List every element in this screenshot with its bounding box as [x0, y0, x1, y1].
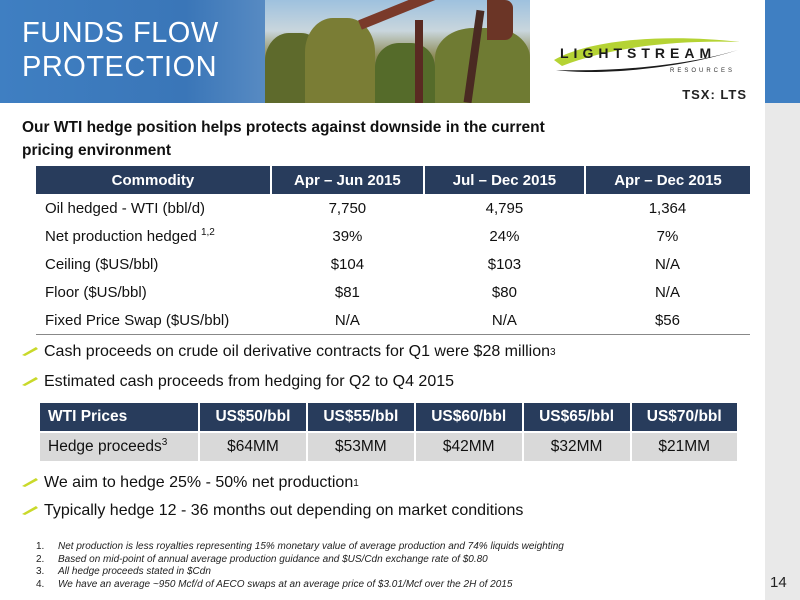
- row-label: Floor ($US/bbl): [36, 278, 271, 306]
- hedge-proceeds-table: WTI Prices US$50/bbl US$55/bbl US$60/bbl…: [40, 403, 737, 461]
- pencil-bullet-icon: [22, 474, 44, 492]
- subtitle: Our WTI hedge position helps protects ag…: [22, 119, 545, 159]
- table-cell: 4,795: [485, 199, 524, 217]
- table-row: Hedge proceeds3 $64MM $53MM $42MM $32MM …: [40, 431, 737, 461]
- oil-pump-photo: [265, 0, 530, 103]
- table-row: Floor ($US/bbl) $81 $80 N/A: [36, 278, 750, 306]
- title-panel: FUNDS FLOW PROTECTION: [0, 0, 265, 103]
- table-cell: $104: [330, 255, 365, 273]
- footnotes: 1. Net production is less royalties repre…: [36, 541, 564, 591]
- column-header: Apr – Jun 2015: [270, 166, 425, 194]
- table-cell: 7,750: [328, 199, 367, 217]
- table-cell: 1,364: [648, 199, 687, 217]
- table-cell: 39%: [332, 227, 363, 245]
- row-label: Net production hedged 1,2: [36, 222, 271, 250]
- footnote-ref: 1,2: [200, 227, 215, 238]
- footnote-ref: 1: [353, 477, 359, 489]
- bullet-item: Typically hedge 12 - 36 months out depen…: [22, 502, 523, 520]
- page-number: 14: [770, 574, 787, 591]
- table-cell: $56: [584, 306, 750, 335]
- row-label: Fixed Price Swap ($US/bbl): [36, 306, 271, 335]
- row-label-text: Net production hedged: [45, 228, 201, 245]
- row-label: Ceiling ($US/bbl): [36, 250, 271, 278]
- footnote-text: All hedge proceeds stated in $Cdn: [58, 566, 211, 577]
- bullet-text: Estimated cash proceeds from hedging for…: [44, 373, 455, 390]
- page-title: FUNDS FLOW PROTECTION: [22, 17, 219, 83]
- row-label-text: Fixed Price Swap ($US/bbl): [45, 311, 230, 329]
- pencil-bullet-icon: [22, 502, 44, 520]
- footnote: 2. Based on mid-point of annual average p…: [36, 554, 564, 567]
- table-cell: $64MM: [199, 431, 308, 461]
- bullet-item: Estimated cash proceeds from hedging for…: [22, 373, 454, 391]
- column-header: US$50/bbl: [199, 403, 308, 432]
- column-header: WTI Prices: [40, 403, 200, 432]
- table-row: Ceiling ($US/bbl) $104 $103 N/A: [36, 250, 750, 278]
- logo-area: LIGHTSTREAM RESOURCES TSX: LTS: [530, 0, 765, 103]
- table-cell: N/A: [423, 306, 585, 335]
- logo-text: LIGHTSTREAM: [560, 45, 716, 61]
- header: FUNDS FLOW PROTECTION LIGHTSTREAM RESOUR…: [0, 0, 800, 103]
- pencil-bullet-icon: [22, 343, 44, 361]
- bullet-item: We aim to hedge 25% - 50% net production…: [22, 474, 359, 492]
- footnote-number: 2.: [36, 553, 45, 565]
- column-header: US$70/bbl: [630, 403, 737, 432]
- table-cell: N/A: [270, 306, 424, 335]
- footnote-text: Based on mid-point of annual average pro…: [58, 553, 488, 565]
- ticker-symbol: TSX: LTS: [682, 87, 747, 102]
- table-cell: $21MM: [630, 431, 737, 461]
- bullet-item: Cash proceeds on crude oil derivative co…: [22, 343, 556, 361]
- table-cell: 24%: [489, 227, 520, 245]
- column-header: Apr – Dec 2015: [584, 166, 750, 194]
- logo-subtext: RESOURCES: [670, 68, 735, 74]
- footnote-text: Net production is less royalties represe…: [58, 541, 564, 552]
- footnote-number: 4.: [36, 578, 45, 590]
- table-cell: $80: [491, 283, 517, 301]
- pump-post: [415, 20, 423, 103]
- table-row: Fixed Price Swap ($US/bbl) N/A N/A $56: [36, 306, 750, 335]
- bullet-text: Cash proceeds on crude oil derivative co…: [44, 343, 551, 360]
- row-label: Hedge proceeds3: [40, 431, 200, 461]
- pencil-bullet-icon: [22, 373, 44, 391]
- footnote-number: 3.: [36, 566, 45, 577]
- footnote: 3. All hedge proceeds stated in $Cdn: [36, 566, 564, 579]
- column-header: US$60/bbl: [414, 403, 524, 432]
- footnote: 4. We have an average ~950 Mcf/d of AECO …: [36, 579, 564, 592]
- hedge-table: Commodity Apr – Jun 2015 Jul – Dec 2015 …: [36, 166, 750, 335]
- table-cell: N/A: [654, 255, 680, 273]
- table-row: Oil hedged - WTI (bbl/d) 7,750 4,795 1,3…: [36, 194, 750, 222]
- price-table-header: WTI Prices US$50/bbl US$55/bbl US$60/bbl…: [40, 403, 737, 432]
- row-label: Oil hedged - WTI (bbl/d): [36, 194, 271, 222]
- hedge-table-header: Commodity Apr – Jun 2015 Jul – Dec 2015 …: [36, 166, 750, 194]
- lightstream-logo: LIGHTSTREAM RESOURCES: [554, 38, 740, 74]
- footnote: 1. Net production is less royalties repre…: [36, 541, 564, 554]
- pump-head: [487, 0, 513, 40]
- table-cell: $103: [487, 255, 522, 273]
- side-stripe: [765, 0, 800, 103]
- row-label-text: Hedge proceeds: [48, 438, 162, 456]
- table-cell: 7%: [656, 227, 679, 245]
- column-header: US$65/bbl: [522, 403, 632, 432]
- table-cell: $81: [334, 283, 360, 301]
- table-cell: $42MM: [414, 431, 524, 461]
- row-label-text: Ceiling ($US/bbl): [45, 255, 159, 273]
- column-header: Commodity: [36, 166, 272, 194]
- table-cell: N/A: [654, 283, 680, 301]
- table-row: Net production hedged 1,2 39% 24% 7%: [36, 222, 750, 250]
- footnote-text: We have an average ~950 Mcf/d of AECO sw…: [58, 578, 513, 590]
- row-label-text: Oil hedged - WTI (bbl/d): [45, 199, 206, 217]
- footnote-number: 1.: [36, 541, 45, 552]
- right-bar: [765, 103, 800, 600]
- table-cell: $53MM: [306, 431, 416, 461]
- bullet-text: Typically hedge 12 - 36 months out depen…: [44, 502, 524, 519]
- bullet-text: We aim to hedge 25% - 50% net production: [44, 474, 354, 491]
- footnote-ref: 3: [161, 437, 168, 449]
- table-cell: $32MM: [522, 431, 632, 461]
- footnote-ref: 3: [550, 346, 556, 358]
- column-header: Jul – Dec 2015: [423, 166, 586, 194]
- column-header: US$55/bbl: [306, 403, 416, 432]
- row-label-text: Floor ($US/bbl): [45, 283, 147, 301]
